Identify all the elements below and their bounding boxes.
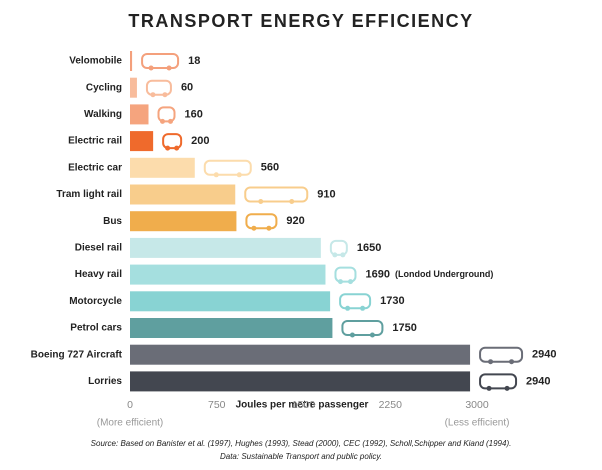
- value-label: 60: [181, 82, 193, 94]
- x-tick-label: 1500: [292, 399, 316, 411]
- icon: [339, 293, 372, 310]
- bar: [130, 344, 471, 365]
- icon: [244, 186, 309, 203]
- icon: [174, 145, 180, 151]
- icon: [337, 279, 343, 285]
- icon: [251, 225, 257, 231]
- category-label: Tram light rail: [56, 189, 122, 200]
- icon: [150, 92, 156, 98]
- category-label: Electric rail: [68, 136, 122, 147]
- icon: [203, 159, 252, 176]
- icon: [349, 332, 355, 338]
- icon: [162, 92, 168, 98]
- category-label: Lorries: [88, 376, 122, 387]
- category-label: Walking: [84, 109, 122, 120]
- icon: [148, 65, 154, 71]
- bar: [130, 131, 154, 152]
- bar: [130, 211, 237, 232]
- bar: [130, 264, 326, 285]
- annotation: (Londod Underground): [395, 269, 493, 279]
- icon: [340, 252, 346, 258]
- category-label: Petrol cars: [70, 323, 122, 334]
- icon: [334, 266, 357, 283]
- bar: [130, 51, 133, 71]
- bar: [130, 77, 137, 98]
- category-label: Heavy rail: [75, 269, 122, 280]
- bar: [130, 371, 471, 392]
- x-tick-label: 750: [208, 399, 226, 411]
- bar: [130, 157, 195, 178]
- x-axis-title: Joules per metre passenger: [236, 400, 369, 411]
- icon: [245, 213, 278, 230]
- value-label: 1730: [380, 295, 404, 307]
- category-label: Boeing 727 Aircraft: [31, 349, 123, 360]
- value-label: 1750: [392, 322, 416, 334]
- bar: [130, 291, 331, 312]
- bar: [130, 237, 321, 258]
- bar: [130, 184, 236, 205]
- chart-title: TRANSPORT ENERGY EFFICIENCY: [128, 11, 473, 31]
- value-label: 2940: [526, 375, 550, 387]
- icon: [168, 118, 174, 124]
- source: Data: Sustainable Transport and public p…: [220, 452, 382, 461]
- value-label: 910: [317, 188, 335, 200]
- value-label: 1650: [357, 242, 381, 254]
- value-label: 560: [261, 162, 279, 174]
- category-label: Velomobile: [69, 56, 122, 67]
- axis-note-left: (More efficient): [97, 418, 164, 429]
- value-label: 1690: [365, 269, 389, 281]
- icon: [258, 199, 264, 204]
- icon: [341, 320, 384, 336]
- icon: [486, 385, 492, 391]
- icon: [141, 53, 180, 69]
- icon: [369, 332, 375, 338]
- category-label: Electric car: [68, 162, 122, 173]
- icon: [145, 79, 172, 96]
- icon: [329, 239, 348, 256]
- category-label: Bus: [103, 216, 122, 227]
- icon: [488, 359, 494, 365]
- icon: [165, 145, 171, 151]
- icon: [162, 133, 183, 150]
- category-label: Cycling: [86, 82, 122, 93]
- category-label: Diesel rail: [75, 243, 122, 254]
- icon: [236, 172, 242, 178]
- icon: [504, 385, 510, 391]
- x-tick-label: 3000: [465, 399, 489, 411]
- icon: [289, 199, 295, 204]
- value-label: 160: [185, 108, 203, 120]
- category-label: Motorcycle: [69, 296, 122, 307]
- value-label: 2940: [532, 349, 556, 361]
- icon: [509, 359, 515, 365]
- icon: [157, 106, 176, 123]
- axis-note-right: (Less efficient): [445, 418, 510, 429]
- x-tick-label: 0: [127, 399, 133, 411]
- value-label: 18: [188, 55, 200, 67]
- value-label: 200: [191, 135, 209, 147]
- icon: [160, 118, 166, 124]
- icon: [166, 65, 172, 71]
- icon: [266, 225, 272, 231]
- icon: [345, 305, 351, 311]
- icon: [479, 373, 518, 390]
- bar: [130, 104, 149, 125]
- value-label: 920: [286, 215, 304, 227]
- source: Source: Based on Banister et al. (1997),…: [91, 439, 512, 448]
- icon: [347, 279, 353, 285]
- icon: [213, 172, 219, 178]
- bar: [130, 318, 333, 338]
- icon: [360, 305, 366, 311]
- x-tick-label: 2250: [379, 399, 403, 411]
- icon: [332, 252, 338, 258]
- icon: [479, 346, 524, 363]
